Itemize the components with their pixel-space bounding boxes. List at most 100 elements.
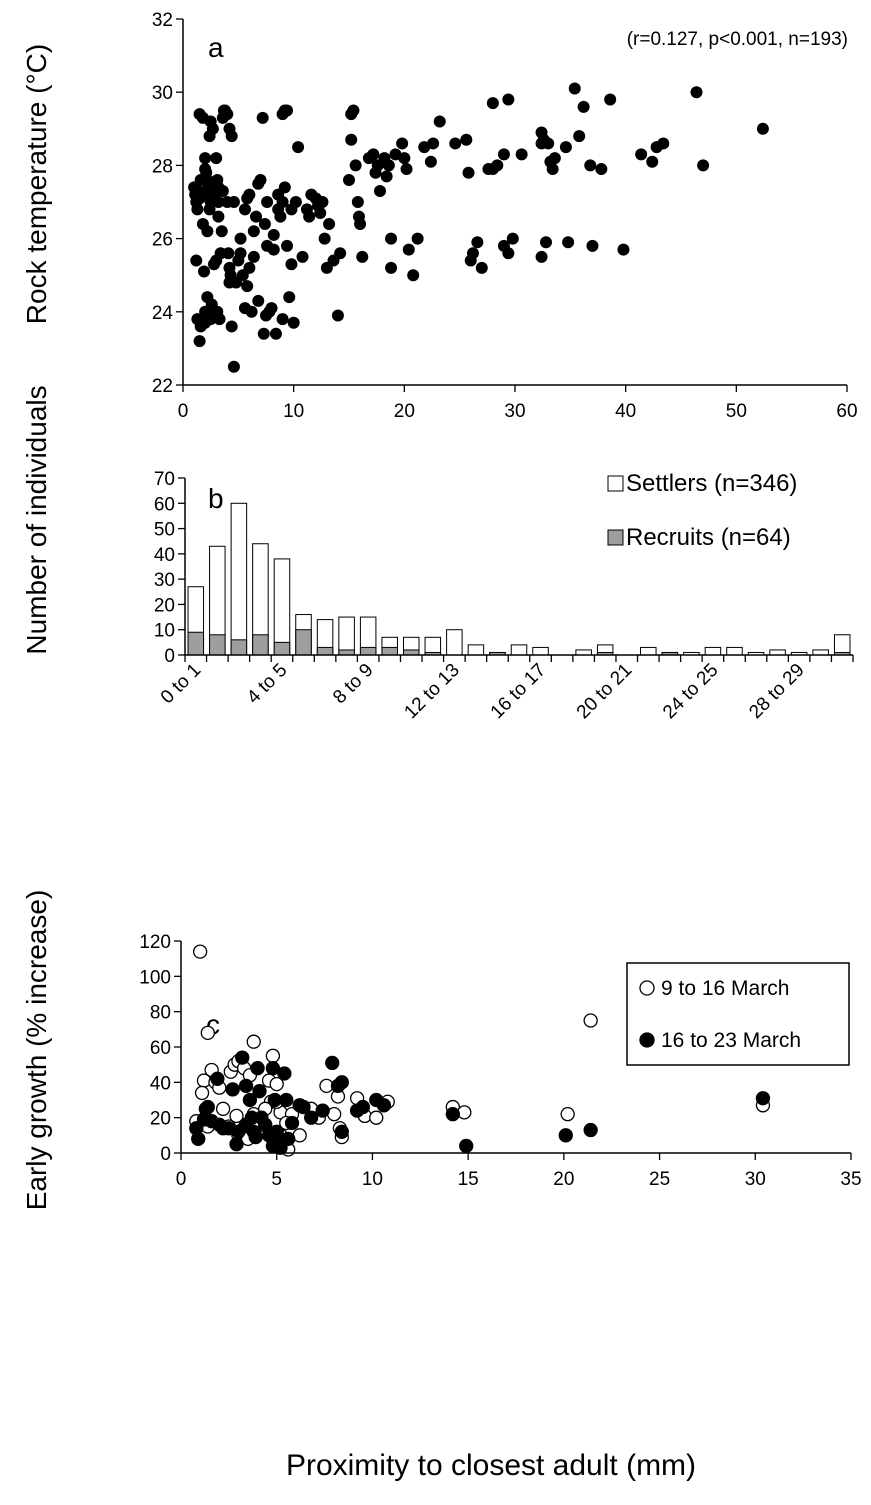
- panel-a-point: [207, 258, 220, 271]
- panel-b-ylabel: Number of individuals: [21, 385, 52, 654]
- panel-c-legend-box: [626, 962, 850, 1066]
- settlers-bar: [812, 649, 829, 656]
- panel-c-filled-circle-point: [248, 1129, 263, 1145]
- settlers-bar: [510, 644, 528, 656]
- panel-a-point: [475, 261, 488, 274]
- panel-a-point: [424, 155, 437, 168]
- panel-c-filled-circle-point: [250, 1061, 265, 1076]
- panel-a-point: [334, 247, 347, 260]
- panel-a-point: [234, 247, 247, 260]
- panel-a-point: [389, 148, 402, 161]
- panel-a-point: [318, 232, 331, 245]
- panel-a-point: [690, 86, 703, 99]
- panel-a-axes: 22 24 26 28 30 32 0 10 20 30 40 50 60: [152, 10, 858, 422]
- panel-c-filled-circle-point: [235, 1050, 250, 1065]
- panel-a-point: [595, 163, 608, 176]
- panel-c-open-circle-point: [229, 1108, 244, 1124]
- panel-c-ylabel: Early growth (% increase): [21, 890, 52, 1211]
- panel-b-y-tick-label: 50: [154, 520, 175, 541]
- panel-c-open-circle-point: [246, 1034, 261, 1049]
- panel-a-point: [380, 170, 393, 183]
- recruits-bar: [230, 639, 248, 656]
- panel-a-y-tick-label: 26: [152, 230, 173, 251]
- panel-a-point: [250, 210, 263, 223]
- panel-a-ylabel: Rock temperature (°C): [21, 44, 52, 324]
- legend-march-9-16-marker: [639, 980, 655, 996]
- panel-c-filled-circle-point: [304, 1110, 319, 1125]
- panel-a-y-tick-label: 32: [152, 10, 173, 31]
- panel-a-point: [427, 137, 440, 150]
- panel-a-point: [402, 243, 415, 256]
- panel-a-point: [316, 196, 329, 208]
- panel-a-point: [449, 137, 462, 150]
- panel-a-point: [542, 137, 555, 150]
- panel-a-annotation: (r=0.127, p<0.001, n=193): [627, 29, 848, 50]
- panel-a-point: [356, 250, 369, 263]
- panel-b-y-tick-label: 10: [154, 621, 175, 642]
- panel-a-point: [349, 159, 362, 172]
- panel-c-x-tick-label: 15: [458, 1169, 479, 1190]
- panel-c-filled-circle-point: [315, 1103, 330, 1118]
- panel-a-point: [486, 97, 499, 110]
- panel-a-point: [193, 192, 206, 205]
- panel-b-y-tick-label: 30: [154, 570, 175, 591]
- panel-a-point: [243, 188, 256, 201]
- recruits-bar: [403, 649, 420, 656]
- panel-c-x-tick-label: 35: [840, 1169, 861, 1190]
- panel-a-point: [194, 174, 207, 187]
- panel-c-filled-circle-point: [459, 1138, 474, 1154]
- panel-b-x-tick-label: 8 to 9: [329, 660, 377, 708]
- panel-c-filled-circle-point: [265, 1061, 281, 1076]
- panel-c-open-circle-point: [196, 1073, 212, 1088]
- panel-a-points: [188, 82, 769, 373]
- panel-a-point: [238, 203, 251, 216]
- settlers-bar: [726, 646, 743, 656]
- panel-a-point: [646, 155, 659, 168]
- panel-a-point: [635, 148, 648, 161]
- panel-a-point: [539, 236, 552, 249]
- panel-a-point: [210, 152, 223, 165]
- panel-a-point: [400, 163, 413, 176]
- panel-a-point: [371, 159, 384, 172]
- panel-a-x-tick-label: 40: [615, 401, 636, 422]
- panel-a-x-tick-label: 10: [283, 401, 304, 422]
- panel-a-point: [243, 261, 256, 274]
- panel-a-point: [267, 228, 280, 241]
- settlers-bar: [446, 629, 463, 656]
- panel-a-point: [385, 261, 398, 274]
- legend-march-16-23-label: 16 to 23 March: [661, 1029, 801, 1052]
- panel-c-open-circle-point: [457, 1105, 472, 1120]
- panel-a-x-tick-label: 30: [504, 401, 525, 422]
- panel-a-point: [206, 122, 219, 135]
- panel-a-point: [373, 185, 386, 198]
- panel-a-point: [285, 258, 298, 271]
- panel-a-point: [367, 148, 380, 161]
- panel-a-point: [407, 269, 420, 282]
- panel-c: Early growth (% increase) c 020406080100…: [21, 890, 862, 1211]
- panel-a-x-tick-label: 0: [178, 401, 189, 422]
- legend-settlers-swatch: [607, 475, 624, 492]
- panel-c-x-tick-label: 5: [271, 1169, 282, 1190]
- panel-b-x-tick-label: 16 to 17: [487, 660, 550, 723]
- panel-a-point: [213, 313, 226, 326]
- panel-a-point: [502, 93, 515, 106]
- settlers-bar: [769, 649, 786, 656]
- panel-c-filled-circle-point: [215, 1121, 231, 1136]
- panel-c-open-circle-point: [194, 1085, 210, 1101]
- panel-c-axes: 0 20 40 60 80 100 120 0 5 10 15 20 25 30 35: [139, 932, 861, 1190]
- panel-a-y-tick-label: 28: [152, 156, 173, 177]
- panel-c-y-tick-label: 40: [150, 1073, 171, 1094]
- panel-c-filled-circle-point: [238, 1117, 254, 1132]
- panel-c-filled-circle-point: [334, 1075, 349, 1090]
- panel-c-filled-circle-point: [252, 1084, 267, 1099]
- panel-a-point: [276, 313, 289, 326]
- panel-b-x-tick-label: 24 to 25: [659, 660, 722, 723]
- panel-a-point: [604, 93, 617, 106]
- panel-a-point: [502, 247, 515, 260]
- panel-a-point: [573, 130, 586, 143]
- panel-c-filled-circle-point: [296, 1099, 311, 1115]
- panel-a-point: [548, 152, 561, 165]
- panel-a-point: [535, 250, 548, 263]
- panel-a-point: [756, 122, 769, 135]
- panel-c-open-circle-point: [369, 1110, 384, 1125]
